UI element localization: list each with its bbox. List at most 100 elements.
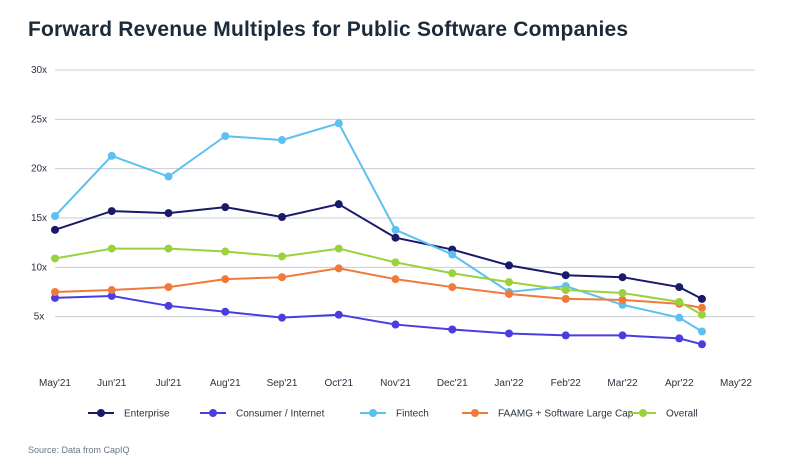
legend-label: Enterprise bbox=[124, 409, 170, 420]
series-4 bbox=[51, 244, 706, 319]
data-point bbox=[107, 207, 116, 216]
data-point bbox=[51, 212, 59, 221]
series-layer bbox=[51, 119, 706, 349]
legend-item: FAAMG + Software Large Cap bbox=[462, 409, 634, 420]
data-point bbox=[618, 273, 627, 282]
data-point bbox=[278, 313, 286, 322]
legend: Enterprise Consumer / Internet Fintech FAAM… bbox=[88, 409, 698, 420]
data-point bbox=[448, 250, 457, 259]
data-point bbox=[391, 258, 400, 267]
data-point bbox=[505, 329, 513, 338]
y-tick-label: 20x bbox=[31, 164, 47, 175]
data-point bbox=[448, 325, 457, 334]
legend-item: Fintech bbox=[360, 409, 429, 420]
x-tick-label: Sep'21 bbox=[267, 378, 298, 389]
legend-label: FAAMG + Software Large Cap bbox=[498, 409, 634, 420]
data-point bbox=[675, 334, 684, 343]
x-tick-label: Jun'21 bbox=[97, 378, 127, 389]
data-point bbox=[51, 225, 59, 234]
legend-label: Consumer / Internet bbox=[236, 409, 325, 420]
data-point bbox=[391, 275, 400, 284]
data-point bbox=[107, 244, 116, 253]
legend-swatch-marker bbox=[97, 409, 105, 417]
x-tick-label: Oct'21 bbox=[324, 378, 353, 389]
data-point bbox=[164, 244, 173, 253]
series-3 bbox=[51, 264, 706, 312]
data-point bbox=[221, 203, 230, 212]
data-point bbox=[697, 340, 706, 349]
data-point bbox=[675, 313, 684, 322]
data-point bbox=[164, 283, 173, 292]
x-tick-label: Nov'21 bbox=[380, 378, 411, 389]
x-axis-ticks: May'21 Jun'21 Jul'21 Aug'21 Sep'21 Oct'21 Nov'… bbox=[39, 378, 752, 389]
x-tick-label: Mar'22 bbox=[607, 378, 638, 389]
series-line bbox=[54, 267, 703, 309]
x-tick-label: May'22 bbox=[720, 378, 752, 389]
data-point bbox=[334, 264, 343, 273]
y-tick-label: 5x bbox=[34, 312, 45, 323]
series-0 bbox=[51, 200, 706, 303]
data-point bbox=[618, 331, 627, 340]
y-tick-label: 10x bbox=[31, 262, 47, 273]
legend-swatch-marker bbox=[209, 409, 217, 417]
data-point bbox=[561, 271, 570, 280]
data-point bbox=[107, 291, 116, 300]
data-point bbox=[164, 172, 173, 181]
data-point bbox=[278, 252, 286, 261]
data-point bbox=[561, 294, 570, 303]
data-point bbox=[278, 273, 286, 282]
data-point bbox=[618, 295, 627, 304]
data-point bbox=[561, 286, 570, 295]
data-point bbox=[51, 254, 59, 263]
legend-swatch-marker bbox=[471, 409, 479, 417]
x-tick-label: Feb'22 bbox=[551, 378, 582, 389]
legend-label: Overall bbox=[666, 409, 698, 420]
y-tick-label: 25x bbox=[31, 114, 47, 125]
series-line bbox=[54, 247, 703, 316]
grid-lines bbox=[55, 69, 755, 318]
data-point bbox=[505, 289, 513, 298]
data-point bbox=[697, 303, 706, 312]
data-point bbox=[675, 297, 684, 306]
x-tick-label: Apr'22 bbox=[665, 378, 694, 389]
series-line bbox=[54, 294, 703, 346]
data-point bbox=[675, 283, 684, 292]
data-point bbox=[278, 136, 286, 145]
data-point bbox=[221, 132, 230, 141]
x-tick-label: Aug'21 bbox=[210, 378, 241, 389]
data-point bbox=[221, 307, 230, 316]
series-1 bbox=[51, 291, 706, 349]
data-point bbox=[391, 233, 400, 242]
legend-item: Enterprise bbox=[88, 409, 170, 420]
data-point bbox=[221, 275, 230, 284]
data-point bbox=[334, 244, 343, 253]
data-point bbox=[505, 261, 513, 270]
y-tick-label: 30x bbox=[31, 65, 47, 76]
data-point bbox=[697, 310, 706, 319]
legend-swatch-marker bbox=[639, 409, 647, 417]
data-point bbox=[697, 294, 706, 303]
data-point bbox=[505, 278, 513, 287]
data-point bbox=[164, 209, 173, 218]
legend-swatch-marker bbox=[369, 409, 377, 417]
source-note: Source: Data from CapIQ bbox=[28, 445, 130, 455]
data-point bbox=[107, 286, 116, 295]
legend-label: Fintech bbox=[396, 409, 429, 420]
data-point bbox=[164, 301, 173, 310]
x-tick-label: Jan'22 bbox=[494, 378, 524, 389]
x-tick-label: Dec'21 bbox=[437, 378, 468, 389]
data-point bbox=[448, 283, 457, 292]
data-point bbox=[391, 225, 400, 234]
data-point bbox=[107, 151, 116, 160]
data-point bbox=[278, 213, 286, 222]
legend-item: Overall bbox=[630, 409, 698, 420]
x-tick-label: Jul'21 bbox=[156, 378, 182, 389]
data-point bbox=[697, 327, 706, 336]
data-point bbox=[561, 331, 570, 340]
data-point bbox=[334, 200, 343, 209]
chart-title: Forward Revenue Multiples for Public Sof… bbox=[28, 18, 629, 41]
data-point bbox=[334, 310, 343, 319]
data-point bbox=[391, 320, 400, 329]
data-point bbox=[221, 247, 230, 256]
